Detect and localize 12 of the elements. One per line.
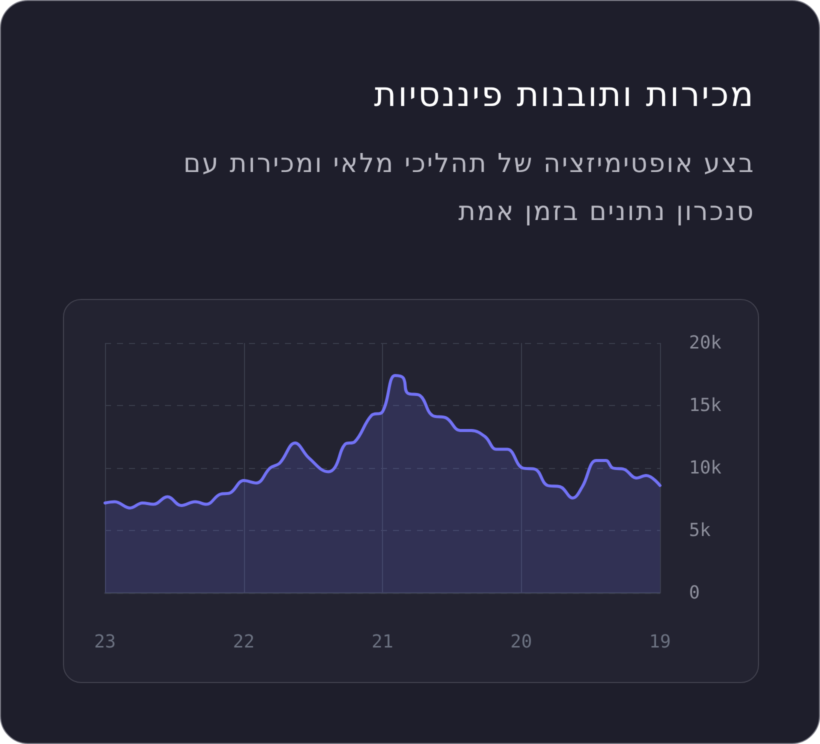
x-tick-label: 23	[94, 632, 116, 652]
x-tick-label: 20	[510, 632, 532, 652]
chart-subtitle: בצע אופטימיזציה של תהליכי מלאי ומכירות עם סנכרון נתונים בזמן אמת	[182, 148, 755, 229]
y-tick-label: 10k	[689, 458, 722, 478]
x-tick-label: 19	[649, 632, 671, 652]
y-tick-label: 0	[689, 582, 700, 604]
y-tick-label: 20k	[689, 332, 722, 354]
x-tick-label: 22	[232, 632, 255, 652]
chart-title: מכירות ותובנות פיננסיות	[374, 74, 755, 117]
y-tick-label: 5k	[689, 520, 711, 541]
x-tick-label: 21	[372, 632, 394, 652]
y-tick-label: 15k	[689, 395, 722, 416]
